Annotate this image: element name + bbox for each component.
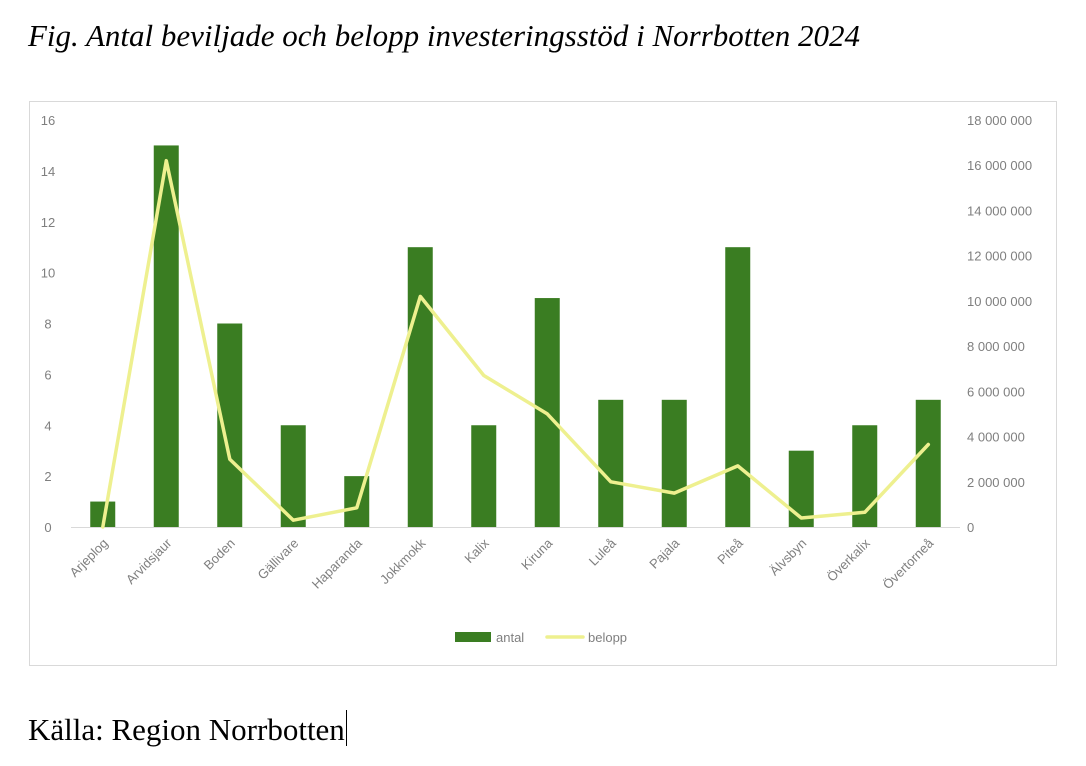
category-label: Övertorneå (880, 535, 937, 592)
bar-antal (407, 247, 433, 527)
left-axis-tick-label: 2 (44, 469, 51, 484)
source-text: Källa: Region Norrbotten (28, 712, 345, 747)
left-axis-tick-label: 16 (41, 113, 55, 128)
right-axis-tick-label: 12 000 000 (967, 249, 1032, 264)
left-axis-tick-label: 8 (44, 317, 51, 332)
bar-antal (788, 450, 814, 527)
category-label: Haparanda (309, 535, 366, 592)
bar-antal (598, 399, 624, 527)
bar-antal (725, 247, 751, 527)
legend-label-antal: antal (496, 630, 524, 645)
bar-antal (661, 399, 687, 527)
right-axis-tick-label: 6 000 000 (967, 384, 1025, 399)
right-axis-tick-label: 18 000 000 (967, 113, 1032, 128)
category-label: Arvidsjaur (123, 535, 175, 587)
right-axis-tick-label: 14 000 000 (967, 203, 1032, 218)
right-axis-tick-label: 4 000 000 (967, 430, 1025, 445)
left-axis-tick-label: 0 (44, 520, 51, 535)
left-axis-tick-label: 12 (41, 215, 55, 230)
right-axis-tick-label: 0 (967, 520, 974, 535)
right-axis-tick-label: 8 000 000 (967, 339, 1025, 354)
source-line: Källa: Region Norrbotten (28, 710, 348, 748)
category-label: Arjeplog (67, 536, 111, 580)
figure-title: Fig. Antal beviljade och belopp invester… (28, 18, 861, 53)
category-label: Jokkmokk (377, 535, 429, 587)
bar-antal (471, 425, 497, 527)
category-label: Gällivare (254, 536, 301, 583)
line-belopp (101, 158, 931, 529)
category-label: Överkalix (824, 535, 873, 584)
right-axis-tick-label: 10 000 000 (967, 294, 1032, 309)
text-cursor (345, 710, 348, 746)
left-axis-tick-label: 6 (44, 367, 51, 382)
category-label: Kiruna (518, 535, 556, 573)
chart-container: 0 2 4 6 8 10 12 14 16 0 2 000 000 4 000 000 6 000 00… (29, 101, 1057, 666)
combo-chart: 0 2 4 6 8 10 12 14 16 0 2 000 000 4 000 000 6 000 00… (41, 113, 1032, 645)
legend-label-belopp: belopp (588, 630, 627, 645)
legend-swatch-antal (455, 632, 491, 642)
category-label: Kalix (461, 535, 492, 566)
bar-antal (915, 399, 941, 527)
category-label: Boden (201, 536, 238, 573)
category-label: Piteå (714, 535, 746, 567)
right-axis-tick-label: 2 000 000 (967, 475, 1025, 490)
left-axis-tick-label: 4 (44, 418, 51, 433)
category-label: Älvsbyn (767, 536, 810, 579)
right-axis-tick-label: 16 000 000 (967, 158, 1032, 173)
category-label: Luleå (586, 535, 620, 569)
category-label: Pajala (646, 535, 683, 572)
left-axis-tick-label: 10 (41, 266, 55, 281)
left-axis-tick-label: 14 (41, 164, 55, 179)
